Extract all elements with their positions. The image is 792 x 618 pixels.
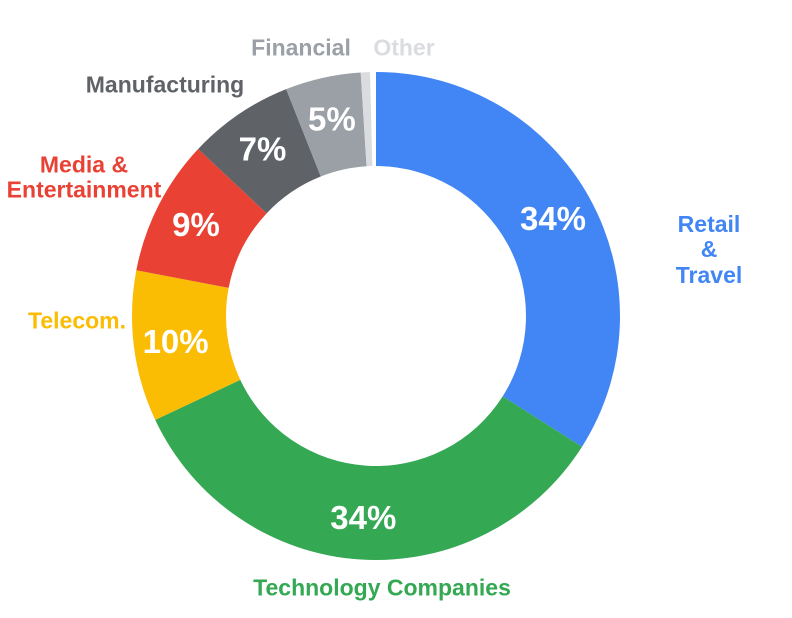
slice-retail-travel	[376, 72, 621, 447]
label-manufacturing: Manufacturing	[85, 71, 245, 98]
slice-media-entertainment	[136, 148, 267, 288]
slice-telecom	[131, 270, 241, 420]
label-financial: Financial	[251, 34, 351, 61]
slice-value-manufacturing: 7%	[239, 130, 287, 167]
label-telecom: Telecom.	[28, 307, 126, 334]
slice-value-media-entertainment: 9%	[172, 206, 220, 243]
label-technology-companies: Technology Companies	[253, 574, 511, 601]
slice-value-financial: 5%	[308, 100, 356, 137]
label-media-entertainment: Media & Entertainment	[6, 151, 162, 203]
slice-manufacturing	[198, 89, 321, 214]
slice-value-retail-travel: 34%	[520, 200, 586, 237]
slice-technology-companies	[155, 379, 583, 561]
label-other: Other	[373, 34, 435, 61]
slice-value-technology-companies: 34%	[330, 499, 396, 536]
slice-financial	[286, 72, 367, 177]
slice-other	[360, 72, 373, 167]
slice-value-telecom: 10%	[143, 323, 209, 360]
label-retail-travel: Retail & Travel	[675, 211, 743, 288]
